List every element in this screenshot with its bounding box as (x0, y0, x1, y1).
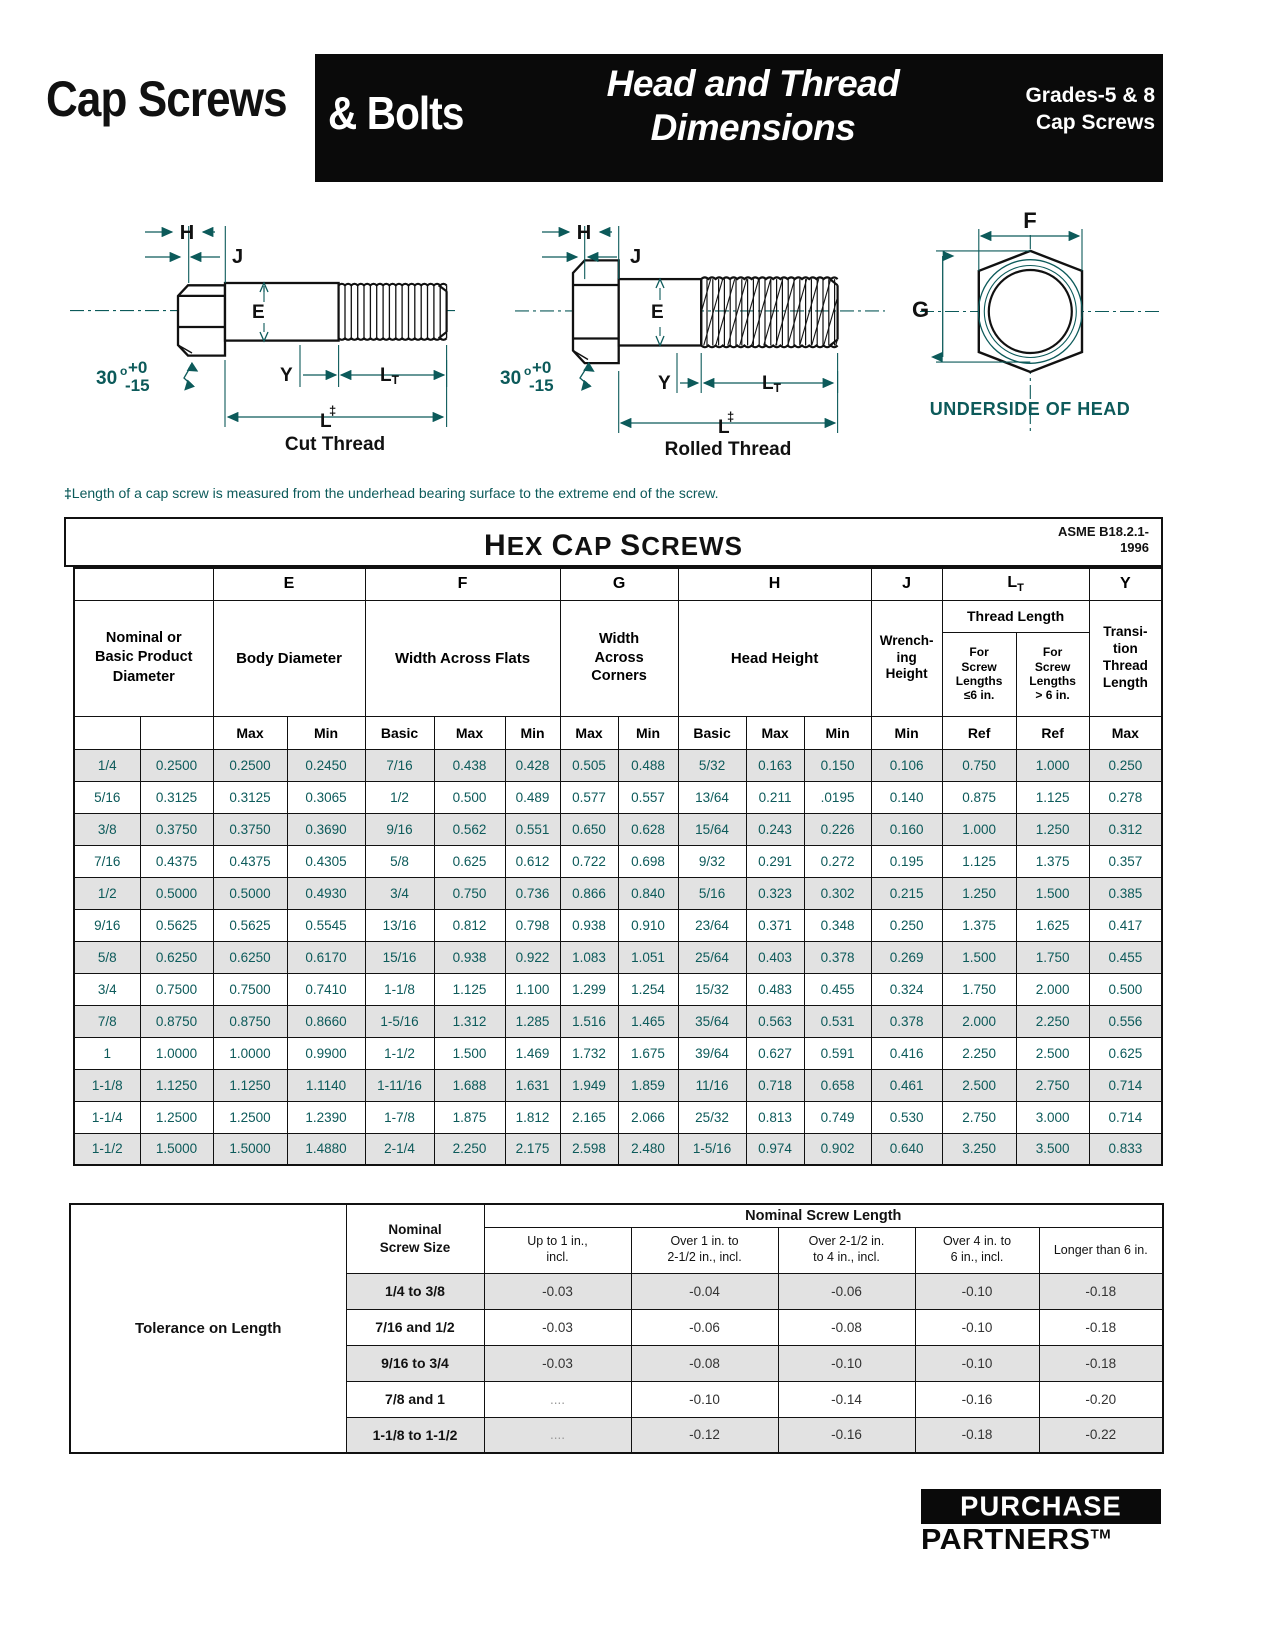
svg-text:30: 30 (500, 368, 521, 389)
svg-text:Rolled Thread: Rolled Thread (665, 439, 792, 460)
svg-text:F: F (1023, 208, 1036, 233)
svg-text:‡: ‡ (727, 409, 734, 424)
svg-text:LT: LT (380, 365, 400, 387)
svg-text:UNDERSIDE OF HEAD: UNDERSIDE OF HEAD (930, 399, 1131, 419)
svg-text:-15: -15 (125, 376, 150, 395)
svg-text:+0: +0 (128, 358, 147, 377)
svg-text:E: E (651, 302, 664, 323)
svg-text:G: G (912, 297, 929, 322)
svg-text:Y: Y (280, 365, 293, 386)
svg-text:H: H (180, 222, 194, 244)
svg-text:LT: LT (762, 373, 782, 395)
svg-text:30: 30 (96, 368, 117, 389)
svg-text:J: J (630, 246, 641, 268)
svg-text:-15: -15 (529, 376, 554, 395)
svg-text:H: H (577, 222, 591, 244)
svg-text:J: J (232, 246, 243, 268)
svg-text:‡: ‡ (329, 403, 336, 418)
svg-text:Y: Y (658, 373, 671, 394)
svg-text:Cut Thread: Cut Thread (285, 434, 385, 455)
svg-text:+0: +0 (532, 358, 551, 377)
svg-text:E: E (252, 302, 265, 323)
